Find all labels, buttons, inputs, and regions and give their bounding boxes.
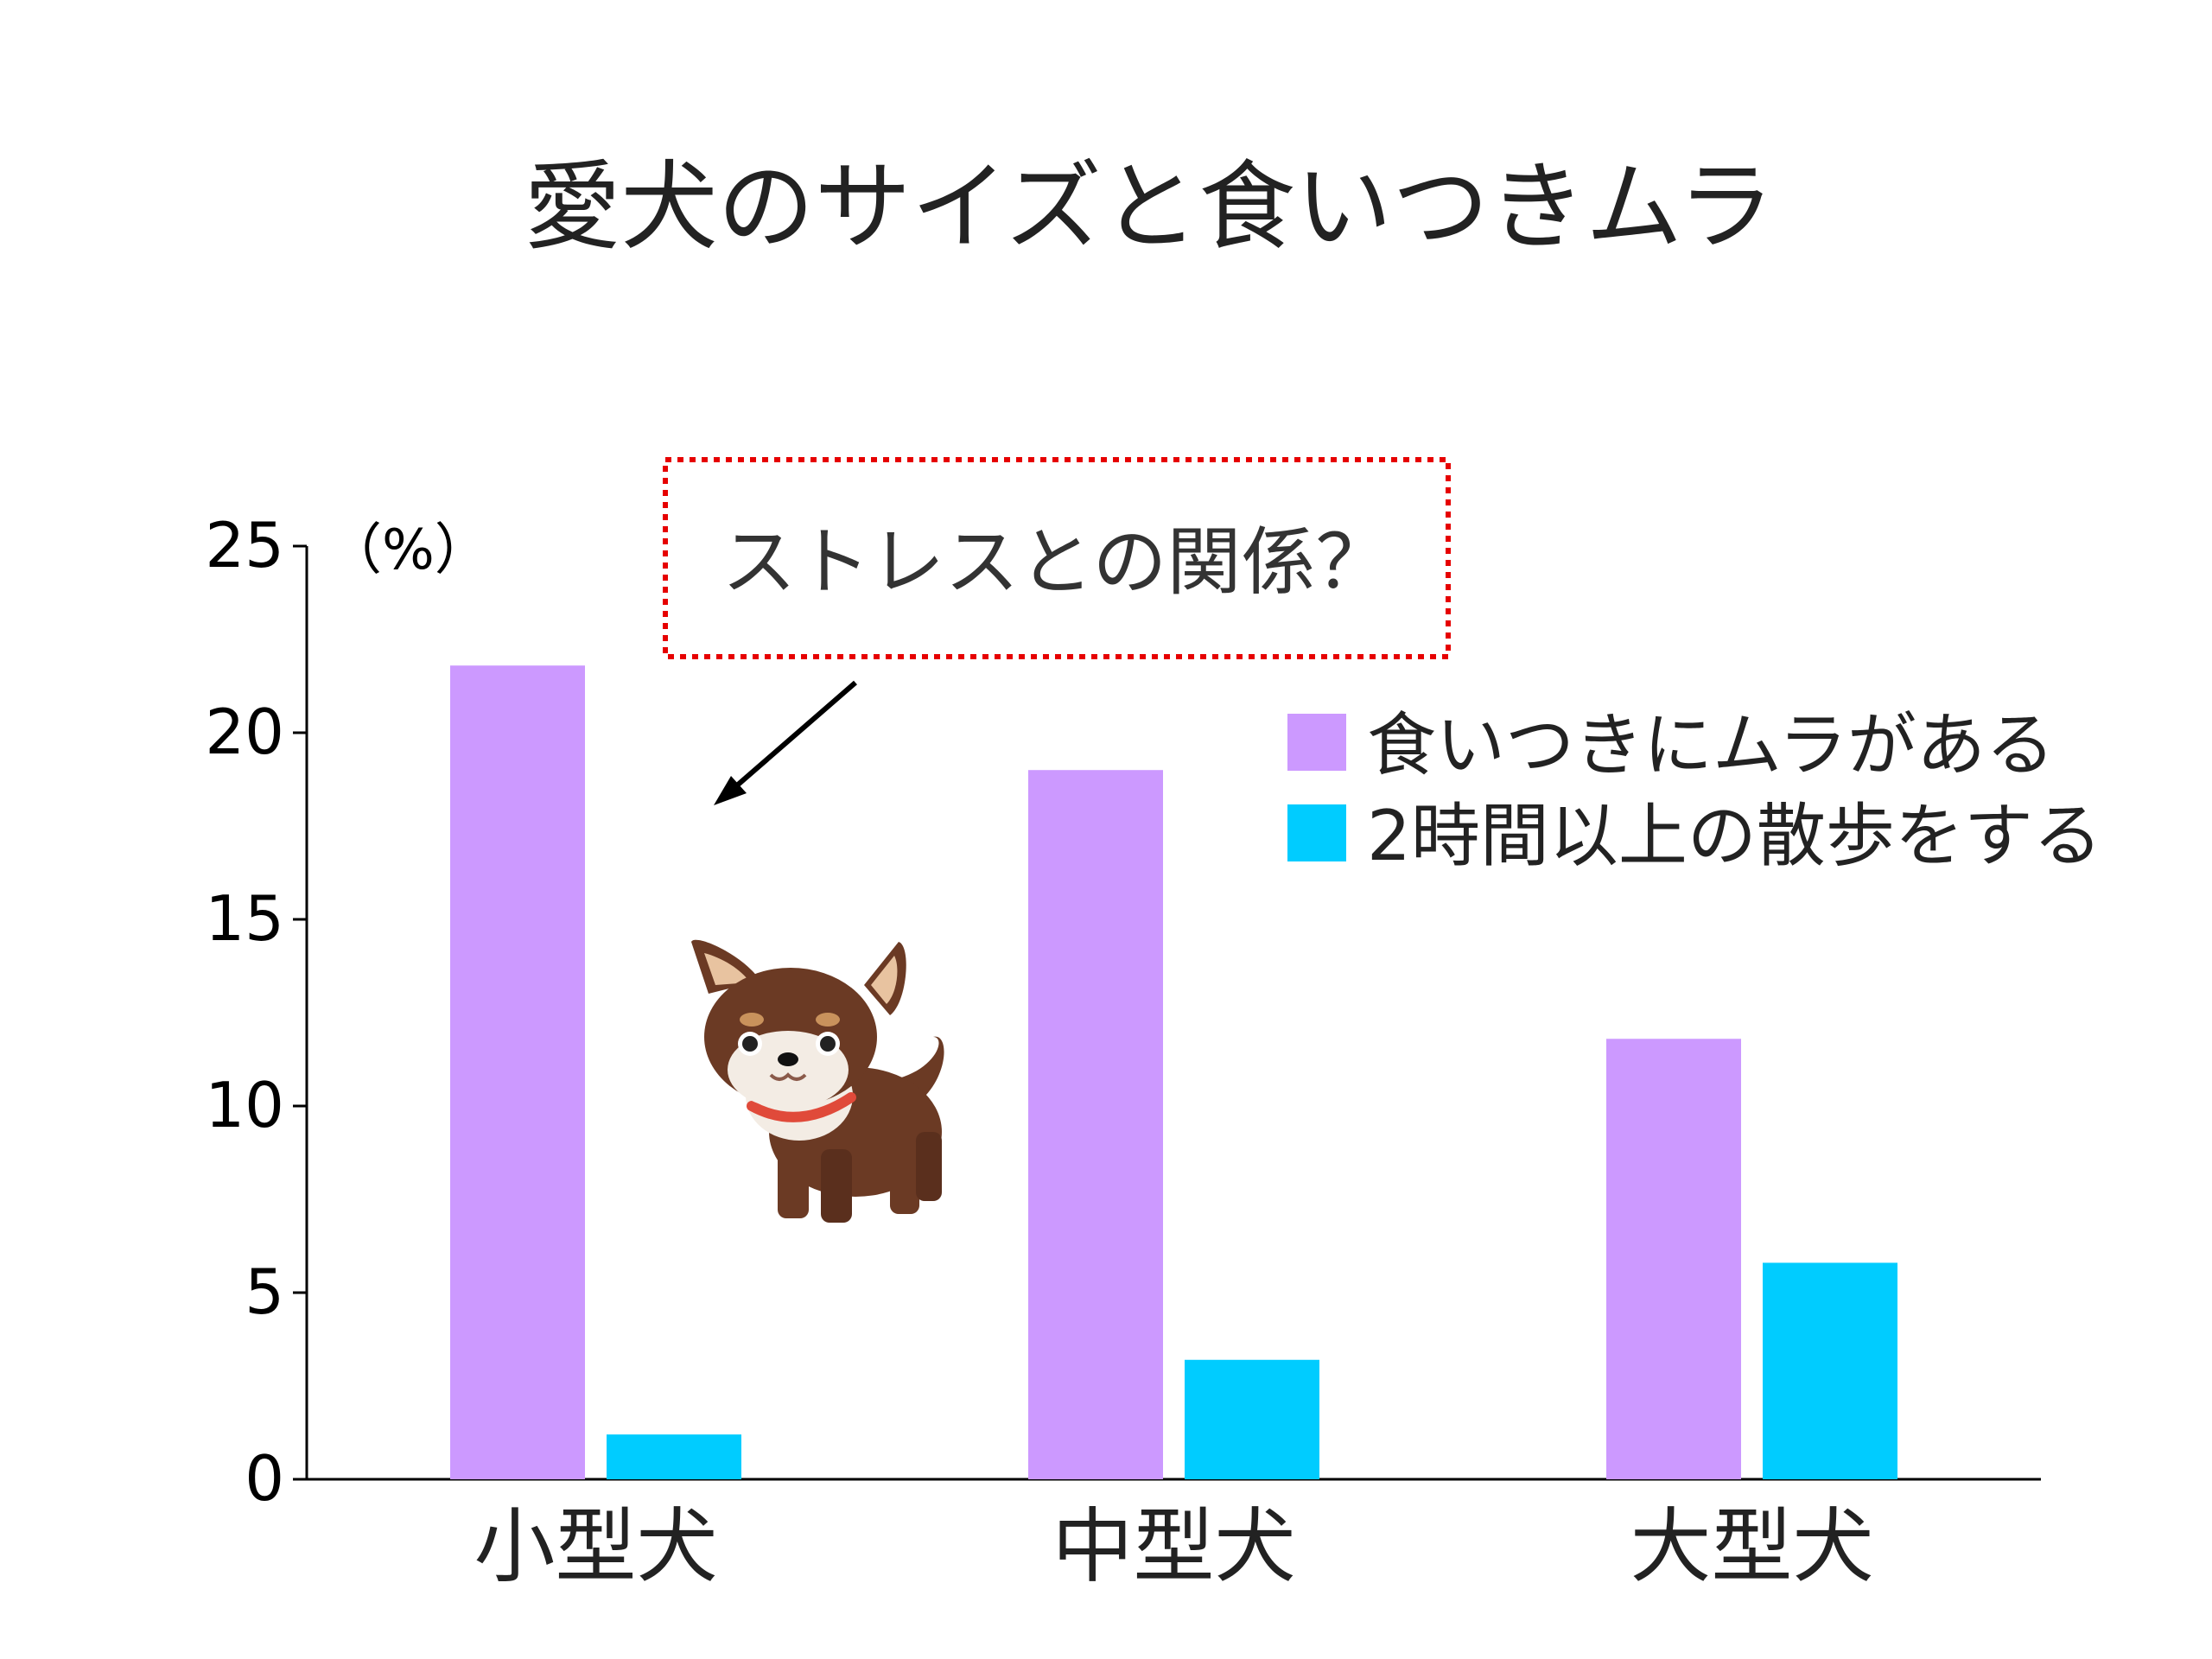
axes xyxy=(305,546,2041,1481)
chihuahua-dog-illustration xyxy=(691,939,944,1223)
y-tick-label: 10 xyxy=(205,1069,284,1141)
legend-label: 食いつきにムラがある xyxy=(1367,705,2055,785)
annotation-box xyxy=(663,457,1451,659)
legend-swatch xyxy=(1287,714,1346,771)
y-ticks: 0 5 10 15 20 25 xyxy=(205,509,307,1515)
x-labels: 小型犬 中型犬 大型犬 xyxy=(474,1500,1873,1594)
bar-uneven-appetite-1 xyxy=(1028,770,1163,1479)
legend-label: 2時間以上の散歩をする xyxy=(1367,796,2102,876)
x-category-label: 小型犬 xyxy=(474,1500,717,1594)
legend: 食いつきにムラがある 2時間以上の散歩をする xyxy=(1287,705,2102,876)
bar-long-walk-1 xyxy=(1185,1359,1319,1479)
y-tick-label: 15 xyxy=(205,882,284,955)
bar-uneven-appetite-2 xyxy=(1606,1039,1741,1479)
legend-swatch xyxy=(1287,804,1346,861)
bars xyxy=(450,665,1897,1479)
x-category-label: 大型犬 xyxy=(1630,1500,1873,1594)
y-tick-label: 0 xyxy=(245,1442,284,1515)
y-unit-label: （%） xyxy=(327,518,490,582)
x-category-label: 中型犬 xyxy=(1052,1500,1295,1594)
annotation-text: ストレスとの関係？ xyxy=(721,519,1389,606)
bar-uneven-appetite-0 xyxy=(450,665,585,1479)
y-tick-label: 5 xyxy=(245,1255,284,1328)
y-tick-label: 20 xyxy=(205,696,284,768)
chart-title: 愛犬のサイズと食いつきムラ xyxy=(524,151,1774,264)
bar-long-walk-2 xyxy=(1763,1262,1897,1479)
y-tick-label: 25 xyxy=(205,509,284,582)
annotation-arrow xyxy=(714,680,857,805)
bar-long-walk-0 xyxy=(607,1434,741,1479)
